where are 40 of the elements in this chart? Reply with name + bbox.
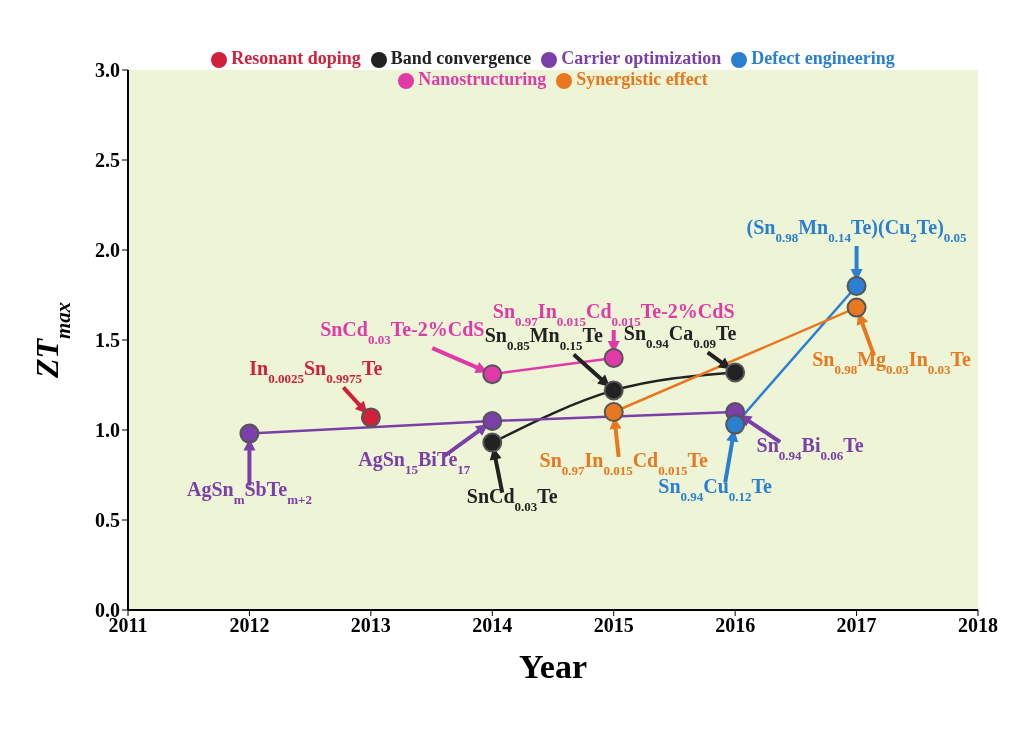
x-axis-title: Year	[519, 648, 587, 685]
x-tick-label: 2015	[593, 614, 634, 637]
y-tick-label: 1.5	[95, 329, 120, 352]
point	[360, 407, 381, 428]
point	[239, 423, 260, 444]
point	[603, 380, 624, 401]
point	[482, 411, 503, 431]
x-tick-label: 2017	[836, 614, 877, 637]
y-tick-label: 2.0	[95, 239, 120, 262]
annotation: SnCd$_{0.03}$Te	[466, 484, 558, 514]
x-tick-label: 2018	[958, 614, 998, 637]
point	[725, 362, 746, 383]
point	[846, 276, 867, 296]
x-tick-label: 2016	[715, 614, 756, 637]
y-tick-label: 2.5	[95, 149, 120, 172]
y-tick-label: 0.5	[95, 509, 120, 532]
annotation: Sn$_{0.98}$Mg$_{0.03}$In$_{0.03}$Te	[812, 347, 972, 377]
legend-label: Nanostructuring	[418, 69, 547, 89]
legend-label: Defect engineering	[751, 48, 895, 68]
legend-label: Synergistic effect	[576, 69, 708, 89]
point	[603, 348, 624, 368]
x-tick-label: 2013	[350, 614, 391, 637]
annotation: Sn$_{0.94}$Bi$_{0.06}$Te	[756, 434, 864, 463]
point	[482, 364, 503, 385]
point	[482, 432, 503, 453]
point	[846, 297, 867, 318]
x-tick-label: 2014	[472, 614, 513, 637]
y-tick-label: 1.0	[95, 419, 120, 442]
annotation: SnCd$_{0.03}$Te-2%CdS	[320, 318, 485, 347]
annotation: AgSn$_{15}$BiTe$_{17}$	[358, 448, 471, 477]
y-tick-label: 3.0	[95, 59, 120, 82]
x-tick-label: 2012	[229, 614, 270, 637]
legend-label: Resonant doping	[231, 48, 361, 68]
point	[725, 414, 746, 435]
legend-label: Band convergence	[390, 48, 532, 68]
annotation: (Sn$_{0.98}$Mn$_{0.14}$Te)(Cu$_{2}$Te)$_{0.05}$	[746, 216, 968, 245]
annotation: AgSn$_{m}$SbTe$_{m+2}$	[186, 477, 312, 507]
point	[603, 402, 624, 422]
legend-label: Carrier optimization	[561, 48, 722, 68]
annotation: In$_{0.0025}$Sn$_{0.9975}$Te	[249, 357, 383, 386]
